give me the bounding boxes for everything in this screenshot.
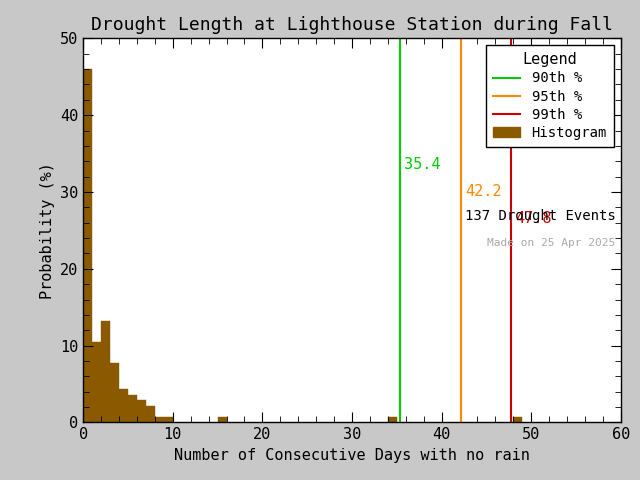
Bar: [146, 406, 155, 422]
Bar: [128, 395, 137, 422]
Bar: [83, 69, 92, 422]
Text: 35.4: 35.4: [404, 157, 440, 172]
Y-axis label: Probability (%): Probability (%): [40, 162, 54, 299]
Bar: [119, 389, 128, 422]
Title: Drought Length at Lighthouse Station during Fall: Drought Length at Lighthouse Station dur…: [91, 16, 613, 34]
Bar: [218, 417, 227, 422]
Bar: [101, 321, 110, 422]
Text: Made on 25 Apr 2025: Made on 25 Apr 2025: [487, 238, 616, 248]
Text: 47.8: 47.8: [515, 211, 552, 226]
Bar: [110, 363, 119, 422]
Bar: [155, 417, 164, 422]
Bar: [92, 342, 101, 422]
Bar: [513, 417, 522, 422]
Text: 42.2: 42.2: [465, 184, 501, 199]
Bar: [137, 400, 146, 422]
Legend: 90th %, 95th %, 99th %, Histogram: 90th %, 95th %, 99th %, Histogram: [486, 45, 614, 147]
Bar: [164, 417, 173, 422]
X-axis label: Number of Consecutive Days with no rain: Number of Consecutive Days with no rain: [174, 448, 530, 463]
Text: 137 Drought Events: 137 Drought Events: [465, 209, 616, 223]
Bar: [388, 417, 397, 422]
